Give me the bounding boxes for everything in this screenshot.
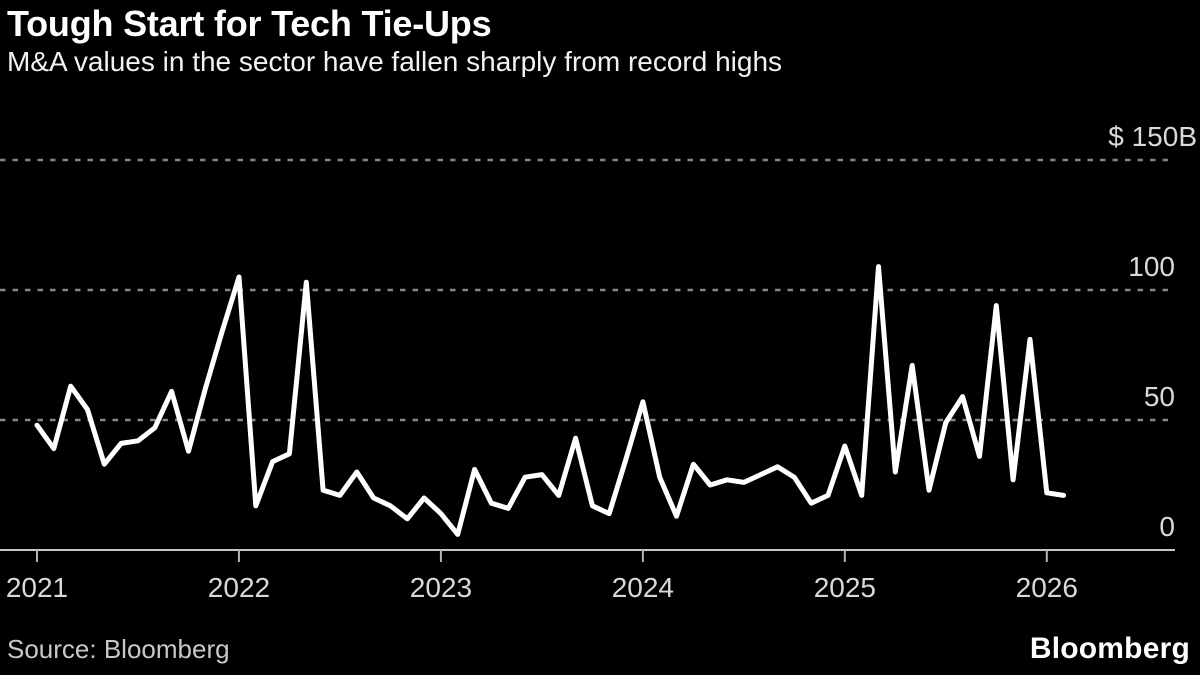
y-axis-label-50: 50 xyxy=(1144,381,1175,412)
y-axis-label-150: $ 150B xyxy=(1108,121,1197,152)
y-axis-label-0: 0 xyxy=(1159,511,1175,542)
x-axis-label-2023: 2023 xyxy=(410,572,472,603)
y-axis-label-100: 100 xyxy=(1128,251,1175,282)
chart-title: Tough Start for Tech Tie-Ups xyxy=(7,3,492,44)
x-axis-label-2025: 2025 xyxy=(814,572,876,603)
x-axis-label-2024: 2024 xyxy=(612,572,674,603)
source-note: Source: Bloomberg xyxy=(7,634,230,664)
bloomberg-logo: Bloomberg xyxy=(1029,632,1190,665)
x-axis-label-2026: 2026 xyxy=(1016,572,1078,603)
chart-header: Tough Start for Tech Tie-Ups M&A values … xyxy=(7,4,1193,78)
data-line-ma-values xyxy=(34,264,1067,537)
x-axis-label-2021: 2021 xyxy=(6,572,68,603)
chart-subtitle: M&A values in the sector have fallen sha… xyxy=(7,46,783,77)
x-axis-label-2022: 2022 xyxy=(208,572,270,603)
